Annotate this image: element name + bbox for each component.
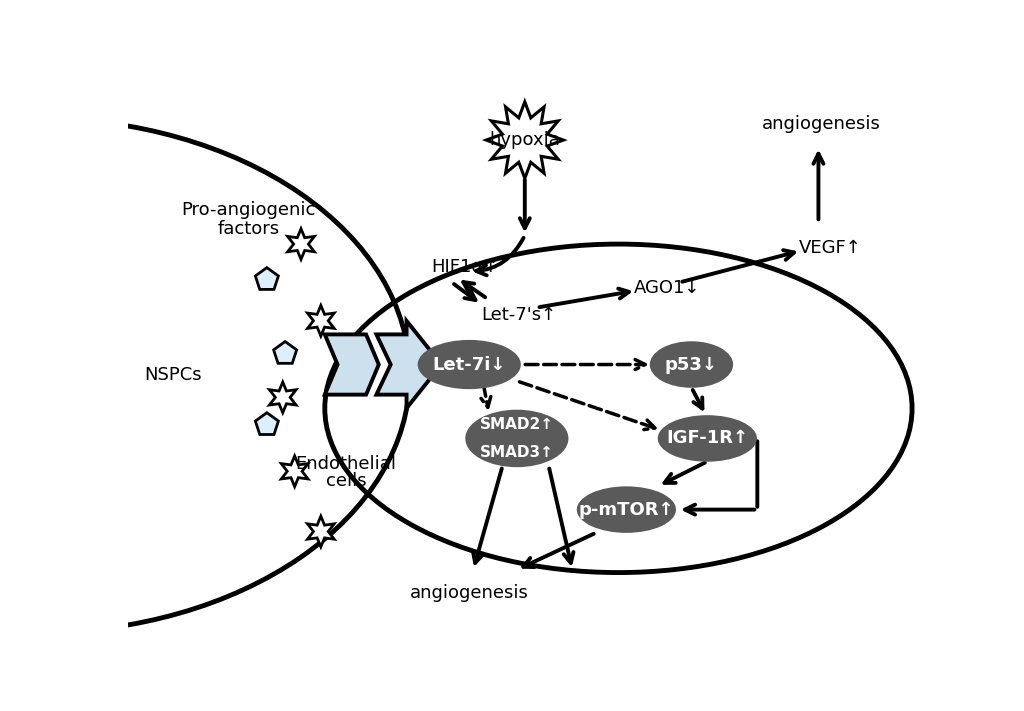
Ellipse shape [657,415,757,461]
Text: AGO1↓: AGO1↓ [634,279,700,297]
Text: NSPCs: NSPCs [144,366,202,385]
Polygon shape [255,412,279,434]
Polygon shape [486,102,563,178]
Polygon shape [269,382,296,412]
Text: factors: factors [217,220,280,237]
Text: Let-7i↓: Let-7i↓ [432,356,506,373]
Ellipse shape [418,340,521,389]
Polygon shape [282,456,308,486]
Text: angiogenesis: angiogenesis [410,584,528,602]
Ellipse shape [577,486,676,533]
Polygon shape [288,229,314,260]
Text: SMAD3↑: SMAD3↑ [480,444,554,459]
Text: SMAD2↑: SMAD2↑ [480,417,554,432]
Text: IGF-1R↑: IGF-1R↑ [667,429,749,447]
Text: VEGF↑: VEGF↑ [799,240,861,257]
Text: hypoxia: hypoxia [489,131,560,149]
Text: Let-7's↑: Let-7's↑ [481,306,556,324]
Polygon shape [377,321,441,408]
Polygon shape [307,516,334,547]
Ellipse shape [465,410,568,467]
Text: angiogenesis: angiogenesis [762,114,881,133]
Text: cells: cells [326,471,367,490]
Polygon shape [307,306,334,336]
Text: p-mTOR↑: p-mTOR↑ [579,501,674,518]
Polygon shape [273,341,297,363]
Text: Endothelial: Endothelial [296,455,396,473]
Text: p53↓: p53↓ [665,356,718,373]
Text: HIF1α↑: HIF1α↑ [431,258,499,276]
Polygon shape [325,334,379,395]
Text: Pro-angiogenic: Pro-angiogenic [181,201,315,219]
Ellipse shape [650,341,733,387]
Polygon shape [255,267,279,289]
